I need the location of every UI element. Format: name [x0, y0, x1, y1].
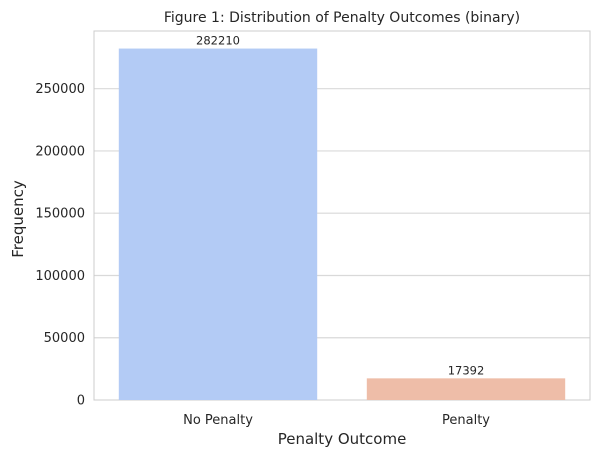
- y-tick-labels: 0 50000 100000 150000 200000 250000: [35, 82, 85, 408]
- y-tick-label: 0: [77, 394, 85, 409]
- bar-value-label: 17392: [448, 363, 485, 377]
- plot-frame: [93, 30, 591, 401]
- y-tick-label: 200000: [35, 144, 85, 159]
- data-labels: 282210 17392: [196, 34, 484, 378]
- chart-title: Figure 1: Distribution of Penalty Outcom…: [164, 10, 520, 26]
- y-tick-label: 250000: [35, 82, 85, 97]
- x-tick-label: Penalty: [442, 413, 490, 428]
- x-tick-label: No Penalty: [183, 413, 253, 428]
- bar-value-label: 282210: [196, 34, 240, 48]
- bars: [118, 48, 566, 401]
- y-tick-label: 100000: [35, 269, 85, 284]
- bar-penalty: [366, 378, 566, 400]
- y-tick-label: 50000: [44, 331, 85, 346]
- y-tick-label: 150000: [35, 207, 85, 222]
- x-tick-labels: No Penalty Penalty: [183, 413, 490, 428]
- y-axis-title: Frequency: [9, 180, 27, 258]
- x-axis-title: Penalty Outcome: [278, 430, 407, 448]
- bar-no-penalty: [118, 48, 318, 401]
